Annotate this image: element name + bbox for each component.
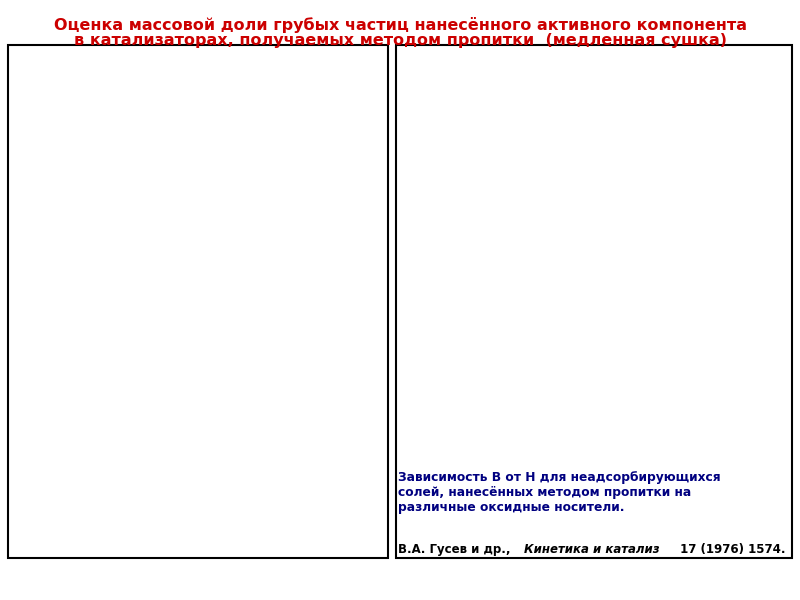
Point [515,145,528,154]
Text: $C_0$: $C_0$ [19,362,37,379]
Point [608,163,621,172]
Text: , 16 (1975) 473.: , 16 (1975) 473. [274,518,380,531]
Point [500,377,513,386]
Point [583,198,596,208]
Point [490,305,503,315]
Point [583,188,596,197]
Text: $C_S$: $C_S$ [19,432,37,448]
Text: при $V_p > V_h$: при $V_p > V_h$ [266,142,344,158]
Text: $B = 1 - \dfrac{V_h C_s}{V_\Sigma C_0} = 1 - \dfrac{1}{H}$: $B = 1 - \dfrac{V_h C_s}{V_\Sigma C_0} =… [27,131,176,169]
Point [515,181,528,190]
FancyBboxPatch shape [19,107,377,209]
Text: – концентрация соли в растворе при: – концентрация соли в растворе при [73,364,321,377]
Text: десорбции растворителя,: десорбции растворителя, [19,326,210,339]
Point [583,198,596,208]
Text: В.А. Гусев и др.,: В.А. Гусев и др., [398,543,514,556]
Text: 17 (1976) 1574.: 17 (1976) 1574. [676,543,786,556]
Text: Кинетика и катализ: Кинетика и катализ [138,518,273,531]
Text: $V_\Sigma$: $V_\Sigma$ [19,229,37,245]
Point [562,216,574,226]
Point [638,181,651,190]
Point [598,163,611,172]
Text: Кинетика и катализ: Кинетика и катализ [524,543,660,556]
Point [715,163,728,172]
Point [500,277,513,286]
Text: – суммарный объём пор носителя,: – суммарный объём пор носителя, [73,231,305,244]
Point [592,170,605,179]
Text: гистерезиса на изотерме адсорбции-: гистерезиса на изотерме адсорбции- [19,300,288,313]
Point [500,331,513,340]
Text: достижении его объёма значения $V_\Sigma$,: достижении его объёма значения $V_\Sigma… [19,391,290,407]
Point [500,270,513,280]
Text: $V_h$: $V_h$ [19,270,37,287]
Point [583,188,596,197]
Point [515,181,528,190]
Point [669,198,682,208]
Legend: CsCl, RbCl, KCl, NaCl, CsNO₃, RbNO₃, NaNO₃: CsCl, RbCl, KCl, NaCl, CsNO₃, RbNO₃, NaN… [692,101,769,202]
Point [608,127,621,136]
Point [490,305,503,315]
Y-axis label: B, %: B, % [408,259,422,290]
Text: Расчётная
кривая: Расчётная кривая [643,110,708,140]
Point [522,163,534,172]
Text: – концентрация соли при насыщении: – концентрация соли при насыщении [73,434,326,446]
Point [515,198,528,208]
Point [623,181,636,190]
Point [530,234,543,244]
Text: В.Б. Фенелонов,: В.Б. Фенелонов, [19,518,135,531]
Point [546,341,558,350]
Text: – объём жидкости в нижней точке петли: – объём жидкости в нижней точке петли [73,272,350,285]
Text: $B = 0$: $B = 0$ [27,188,66,205]
Text: в катализаторах, получаемых методом пропитки  (медленная сушка): в катализаторах, получаемых методом проп… [74,33,726,48]
Text: Формулы  для  вычисления  массовой: Формулы для вычисления массовой [50,79,345,92]
Point [515,155,528,165]
Text: Оценка массовой доли грубых частиц нанесённого активного компонента: Оценка массовой доли грубых частиц нанес… [54,17,746,33]
Text: Зависимость B от H для неадсорбирующихся
солей, нанесённых методом пропитки на
р: Зависимость B от H для неадсорбирующихся… [398,471,720,514]
Text: доли (B) грубых частиц в катализаторах:: доли (B) грубых частиц в катализаторах: [50,92,371,106]
X-axis label: H: H [608,477,620,495]
Text: при $V_p \leq V_h$: при $V_p \leq V_h$ [266,188,344,205]
Point [500,305,513,315]
